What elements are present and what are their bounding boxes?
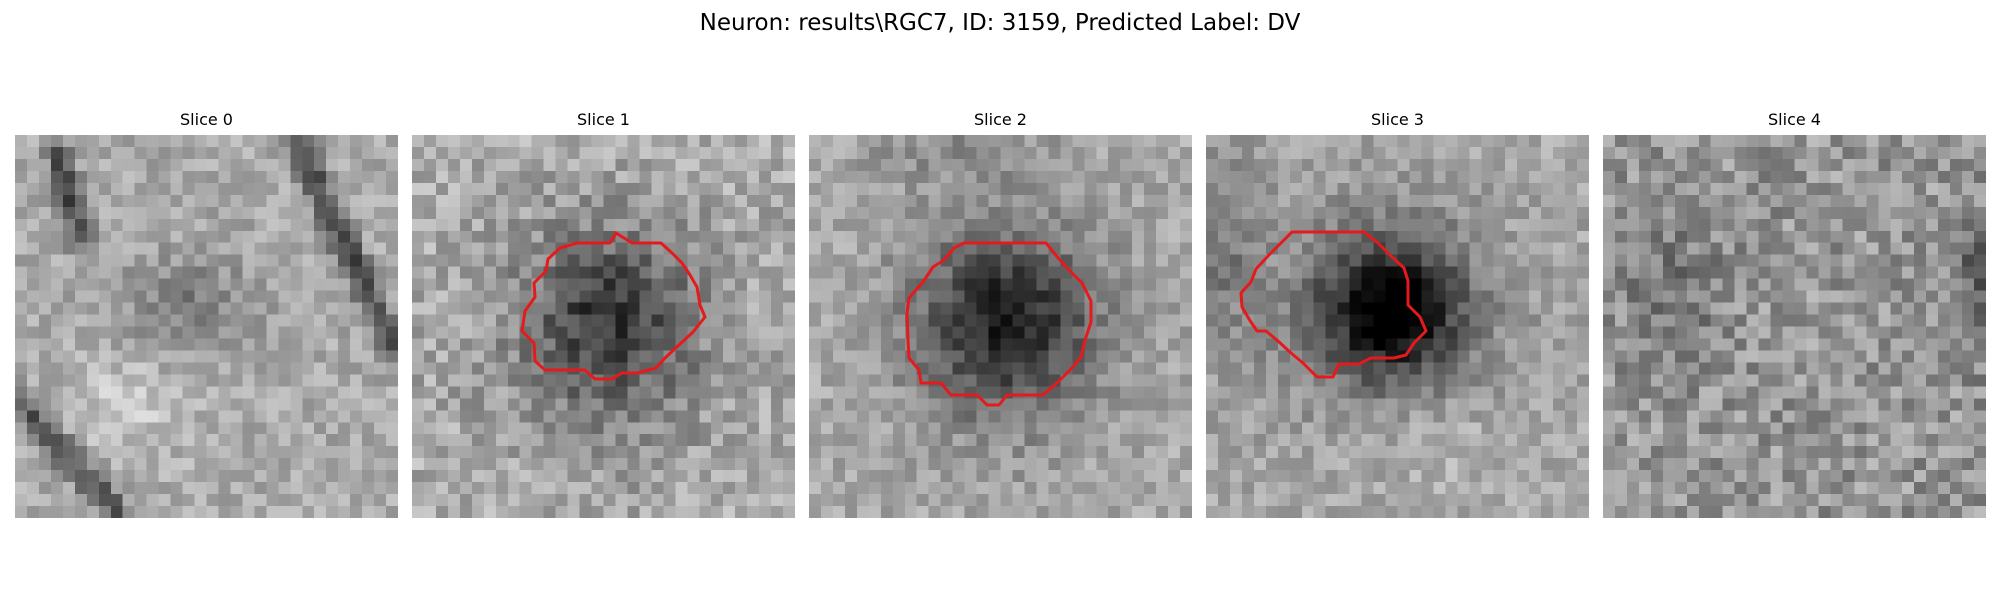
segmentation-contour xyxy=(520,231,707,381)
slice-title: Slice 4 xyxy=(1768,110,1821,129)
contour-outline xyxy=(520,231,707,381)
slice-title: Slice 0 xyxy=(180,110,233,129)
slice-pixels xyxy=(412,135,795,518)
slice-image xyxy=(412,135,795,518)
slice-image xyxy=(15,135,398,518)
slice-title: Slice 3 xyxy=(1371,110,1424,129)
contour-outline xyxy=(905,241,1093,407)
slice-panel-3: Slice 3 xyxy=(1206,110,1589,518)
slice-panel-2: Slice 2 xyxy=(809,110,1192,518)
segmentation-contour xyxy=(1239,230,1428,379)
slice-panel-0: Slice 0 xyxy=(15,110,398,518)
slice-pixels xyxy=(809,135,1192,518)
slice-pixels xyxy=(15,135,398,518)
figure-title: Neuron: results\RGC7, ID: 3159, Predicte… xyxy=(699,10,1301,36)
slice-image xyxy=(809,135,1192,518)
slice-image xyxy=(1206,135,1589,518)
contour-outline xyxy=(1239,230,1428,379)
slice-pixels xyxy=(1603,135,1986,518)
slice-panel-4: Slice 4 xyxy=(1603,110,1986,518)
slice-image xyxy=(1603,135,1986,518)
slice-pixels xyxy=(1206,135,1589,518)
slice-title: Slice 1 xyxy=(577,110,630,129)
slice-title: Slice 2 xyxy=(974,110,1027,129)
segmentation-contour xyxy=(905,241,1093,407)
slice-panel-1: Slice 1 xyxy=(412,110,795,518)
